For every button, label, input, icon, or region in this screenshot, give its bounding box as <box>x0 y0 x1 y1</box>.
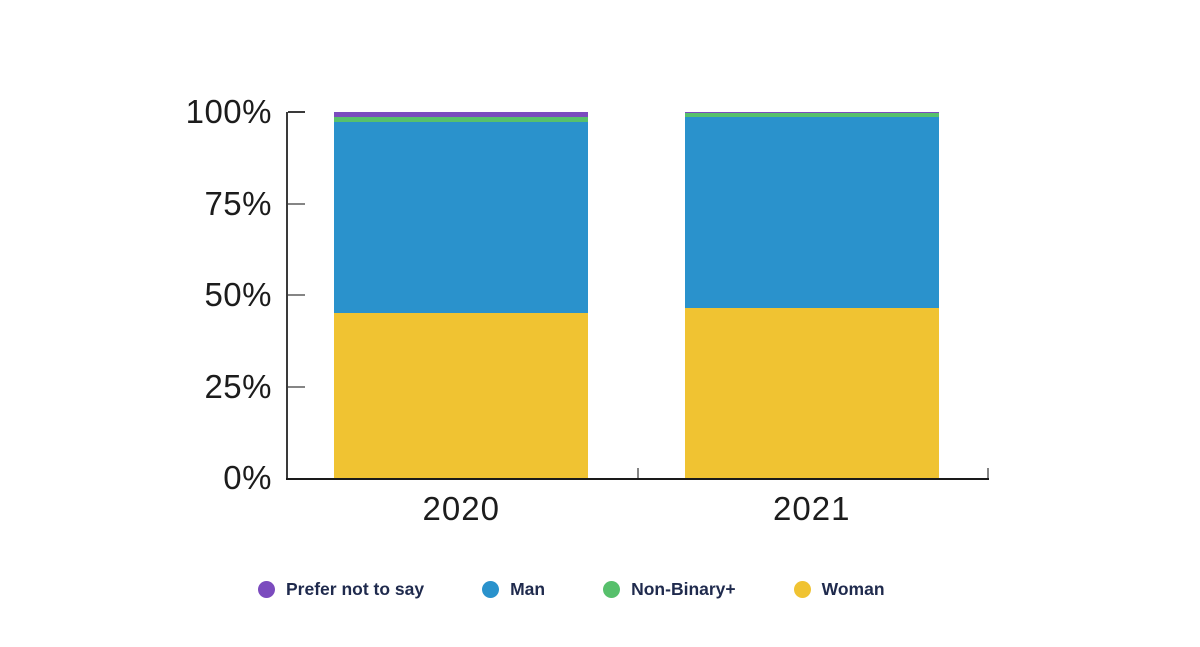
bar-segment-non-binary-2020[interactable] <box>334 116 589 122</box>
y-tick-label-100: 100% <box>185 93 272 130</box>
x-axis-divider-tick-1 <box>636 468 639 478</box>
bar-segment-non-binary-2021[interactable] <box>684 113 939 117</box>
legend-item-man[interactable]: Man <box>482 579 545 600</box>
y-axis-line <box>286 112 288 480</box>
bar-segment-prefer-not-to-say-2021[interactable] <box>684 112 939 114</box>
legend-label-prefer-not-to-say: Prefer not to say <box>286 578 425 599</box>
x-category-label-2020: 2020 <box>422 490 500 527</box>
bar-segment-man-2020[interactable] <box>334 121 589 313</box>
legend-item-non-binary[interactable]: Non-Binary+ <box>603 579 736 600</box>
legend-dot-woman-icon <box>793 580 811 598</box>
legend-label-woman: Woman <box>821 578 885 599</box>
bar-segment-woman-2020[interactable] <box>334 312 589 478</box>
bar-2021 <box>684 112 939 478</box>
y-tick-25 <box>288 385 305 388</box>
y-tick-75 <box>288 202 305 205</box>
bar-2020 <box>334 112 589 478</box>
legend-label-man: Man <box>510 578 546 599</box>
y-tick-label-75: 75% <box>204 184 272 222</box>
legend-label-non-binary: Non-Binary+ <box>631 578 736 599</box>
bar-segment-prefer-not-to-say-2020[interactable] <box>334 112 589 117</box>
x-axis-divider-tick-2 <box>987 468 989 478</box>
legend-item-woman[interactable]: Woman <box>793 578 885 600</box>
bar-segment-man-2021[interactable] <box>684 116 939 309</box>
y-tick-100 <box>288 111 305 113</box>
x-category-label-2021: 2021 <box>773 490 851 527</box>
y-tick-label-0: 0% <box>223 459 272 496</box>
y-tick-label-50: 50% <box>204 276 272 313</box>
x-axis-line <box>286 478 989 480</box>
y-tick-label-25: 25% <box>204 367 272 405</box>
legend-dot-non-binary-icon <box>603 580 621 598</box>
legend-dot-prefer-not-to-say-icon <box>258 580 275 598</box>
legend-item-prefer-not-to-say[interactable]: Prefer not to say <box>258 579 424 600</box>
y-tick-50 <box>288 294 305 296</box>
bar-segment-woman-2021[interactable] <box>684 308 939 478</box>
chart-legend: Prefer not to say Man Non-Binary+ Woman <box>258 576 885 602</box>
legend-dot-man-icon <box>482 580 500 598</box>
